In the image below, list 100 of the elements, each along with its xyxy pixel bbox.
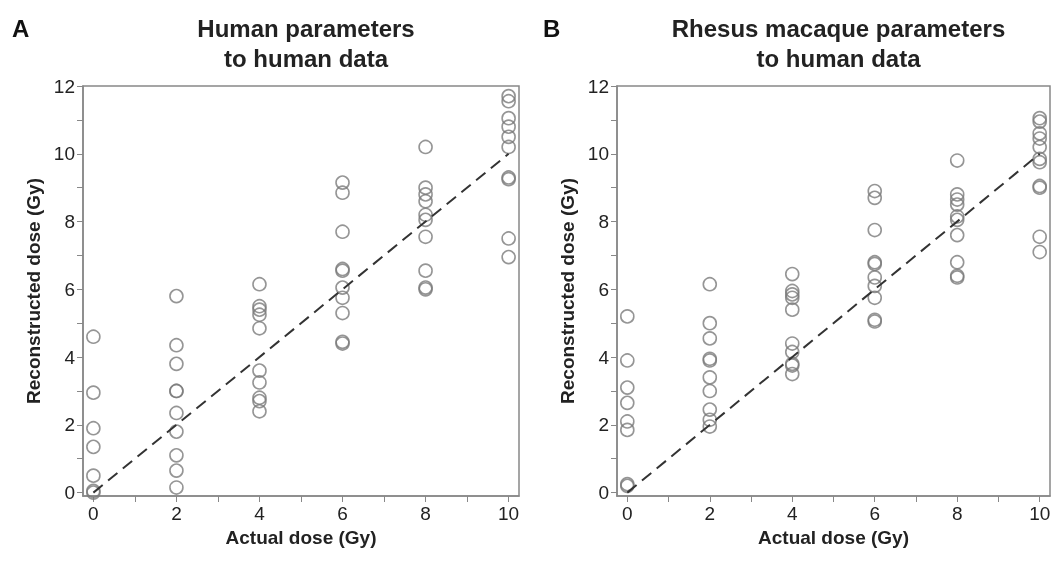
- y-tick-label: 4: [64, 346, 76, 368]
- x-tick-label: 6: [869, 503, 881, 524]
- point: [867, 290, 883, 306]
- y-tick-label: 0: [64, 482, 75, 504]
- point: [335, 185, 350, 201]
- point: [252, 363, 267, 378]
- point: [86, 329, 101, 345]
- chart-title: Human parameters to human data: [197, 14, 415, 72]
- x-tick-label: 0: [622, 503, 633, 524]
- point: [335, 224, 350, 239]
- y-tick-label: 8: [598, 211, 609, 233]
- x-tick-label: 4: [786, 503, 798, 524]
- point: [784, 344, 800, 360]
- point: [169, 337, 184, 353]
- x-tick-label: 8: [951, 503, 963, 524]
- point: [784, 287, 800, 302]
- point: [949, 153, 965, 168]
- point: [702, 331, 718, 346]
- point: [418, 180, 433, 195]
- point: [620, 414, 635, 429]
- point: [867, 190, 883, 206]
- point: [620, 422, 635, 438]
- point: [949, 227, 965, 243]
- x-tick-label: 10: [1029, 503, 1051, 524]
- point: [784, 366, 800, 382]
- point: [335, 290, 350, 306]
- point: [418, 139, 433, 155]
- point: [252, 403, 267, 419]
- point: [867, 278, 883, 294]
- point: [335, 305, 350, 321]
- y-tick-label: 12: [53, 75, 75, 97]
- point: [784, 336, 800, 351]
- point: [867, 183, 883, 199]
- point: [86, 439, 101, 455]
- x-tick-label: 4: [254, 503, 266, 524]
- y-axis-title: Reconstructed dose (Gy): [22, 178, 44, 404]
- point: [501, 110, 516, 126]
- point: [501, 119, 516, 134]
- point: [418, 193, 433, 209]
- point: [501, 129, 516, 145]
- x-tick-label: 6: [337, 503, 348, 524]
- point: [1032, 114, 1047, 129]
- point: [1032, 110, 1047, 126]
- y-tick-label: 10: [53, 143, 75, 165]
- point: [501, 249, 516, 265]
- y-tick-label: 2: [598, 414, 609, 436]
- point: [867, 222, 883, 238]
- point: [252, 375, 267, 390]
- point: [702, 412, 718, 428]
- point: [169, 480, 184, 495]
- x-tick-label: 2: [171, 503, 182, 524]
- point: [169, 288, 184, 304]
- point: [86, 420, 101, 436]
- point: [1032, 126, 1047, 141]
- point: [252, 276, 267, 292]
- point: [418, 207, 433, 223]
- point: [620, 353, 635, 368]
- point: [86, 385, 101, 400]
- y-tick-label: 12: [587, 75, 609, 97]
- x-tick-label: 2: [704, 503, 716, 524]
- point: [1032, 244, 1047, 260]
- point: [169, 356, 184, 372]
- point: [702, 402, 718, 417]
- x-tick-label: 0: [88, 503, 99, 524]
- point: [1032, 131, 1047, 146]
- point: [335, 175, 350, 190]
- point: [1032, 229, 1047, 245]
- point: [418, 263, 433, 278]
- point: [169, 448, 184, 463]
- point: [949, 192, 965, 207]
- point: [169, 405, 184, 421]
- point: [335, 280, 350, 295]
- x-tick-label: 8: [420, 503, 431, 524]
- point: [86, 468, 101, 483]
- y-tick-label: 8: [64, 211, 75, 233]
- point: [1032, 139, 1047, 155]
- chart-title: Rhesus macaque parameters to human data: [671, 14, 1006, 72]
- point: [702, 315, 718, 331]
- point: [501, 93, 516, 109]
- point: [949, 197, 965, 212]
- point: [252, 298, 267, 314]
- point: [702, 419, 718, 434]
- y-tick-label: 6: [64, 278, 75, 300]
- y-tick-label: 4: [598, 346, 610, 368]
- text: A: [12, 14, 30, 42]
- point: [784, 302, 800, 317]
- y-tick-label: 0: [598, 482, 609, 504]
- point: [252, 320, 267, 336]
- point: [169, 424, 184, 439]
- point: [702, 276, 718, 292]
- point: [949, 254, 965, 270]
- point: [418, 212, 433, 228]
- point: [620, 309, 635, 324]
- point: [867, 270, 883, 285]
- y-axis-title: Reconstructed dose (Gy): [556, 178, 578, 404]
- y-tick-label: 10: [587, 143, 609, 165]
- point: [949, 187, 965, 202]
- point: [169, 463, 184, 478]
- point: [252, 302, 267, 317]
- point: [784, 266, 800, 282]
